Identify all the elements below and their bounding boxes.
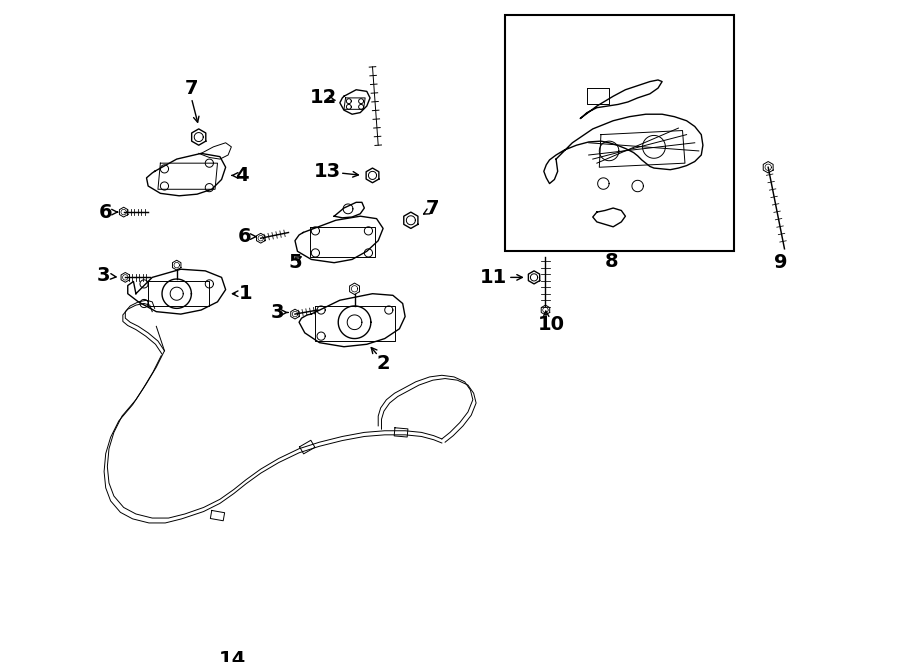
Text: 9: 9: [774, 253, 788, 272]
Text: 14: 14: [219, 649, 246, 662]
Text: 5: 5: [288, 253, 302, 272]
Text: 8: 8: [605, 252, 618, 271]
Text: 1: 1: [239, 284, 253, 303]
Text: 13: 13: [314, 162, 341, 181]
Text: 10: 10: [537, 315, 564, 334]
Text: 6: 6: [238, 227, 251, 246]
Text: 4: 4: [235, 166, 248, 185]
Text: 3: 3: [270, 303, 284, 322]
Text: 2: 2: [376, 354, 390, 373]
Text: 7: 7: [426, 199, 439, 218]
Text: 6: 6: [99, 203, 112, 222]
Bar: [506, 15, 734, 252]
Text: 7: 7: [184, 79, 198, 97]
Text: 12: 12: [310, 89, 338, 107]
Text: 11: 11: [480, 268, 507, 287]
Text: 3: 3: [96, 266, 110, 285]
